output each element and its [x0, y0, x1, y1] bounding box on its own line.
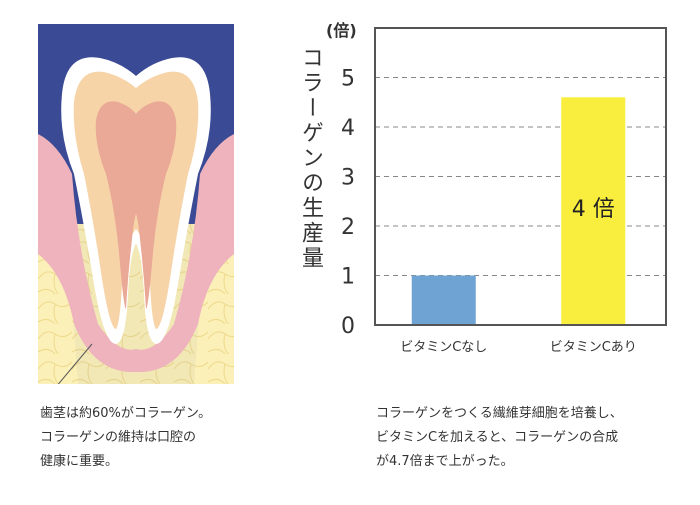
y-axis-label: コラーゲンの生産量 — [298, 46, 323, 271]
right-caption-line-2: ビタミンCを加えると、コラーゲンの合成 — [376, 430, 619, 445]
y-tick-label-0: 0 — [341, 314, 355, 339]
plot-frame — [374, 27, 667, 326]
bar-1 — [561, 97, 626, 325]
right-caption: コラーゲンをつくる繊維芽細胞を培養し、 ビタミンCを加えると、コラーゲンの合成 … — [376, 402, 686, 474]
y-unit-label: (倍) — [326, 21, 357, 40]
left-caption-line-3: 健康に重要。 — [40, 454, 119, 469]
y-tick-label-3: 3 — [341, 166, 355, 191]
gum-tissue — [38, 134, 234, 373]
bar-0 — [411, 275, 476, 325]
bars-layer: 4 倍 — [411, 97, 626, 325]
collagen-bar-chart: (倍) 4 倍 0 1 2 3 4 5 ビタミンCなし ビタミンCあり — [326, 21, 667, 355]
y-tick-label-5: 5 — [341, 67, 355, 92]
right-caption-line-3: が4.7倍まで上がった。 — [376, 454, 514, 469]
bar-annotation-1: 4 倍 — [572, 197, 615, 222]
y-tick-label-4: 4 — [341, 116, 355, 141]
y-tick-label-1: 1 — [341, 265, 355, 290]
x-labels-layer: ビタミンCなし ビタミンCあり — [400, 340, 637, 355]
y-ticks-layer: 0 1 2 3 4 5 — [341, 67, 355, 340]
x-label-1: ビタミンCあり — [550, 340, 637, 355]
left-caption: 歯茎は約60%がコラーゲン。 コラーゲンの維持は口腔の 健康に重要。 — [40, 402, 270, 474]
y-tick-label-2: 2 — [341, 215, 355, 240]
tooth-pulp — [95, 101, 177, 309]
left-caption-line-1: 歯茎は約60%がコラーゲン。 — [40, 406, 212, 421]
left-caption-line-2: コラーゲンの維持は口腔の — [40, 430, 197, 445]
right-caption-line-1: コラーゲンをつくる繊維芽細胞を培養し、 — [376, 406, 623, 421]
pointer-line — [57, 343, 93, 384]
x-label-0: ビタミンCなし — [400, 340, 487, 355]
tooth-illustration — [38, 24, 234, 384]
